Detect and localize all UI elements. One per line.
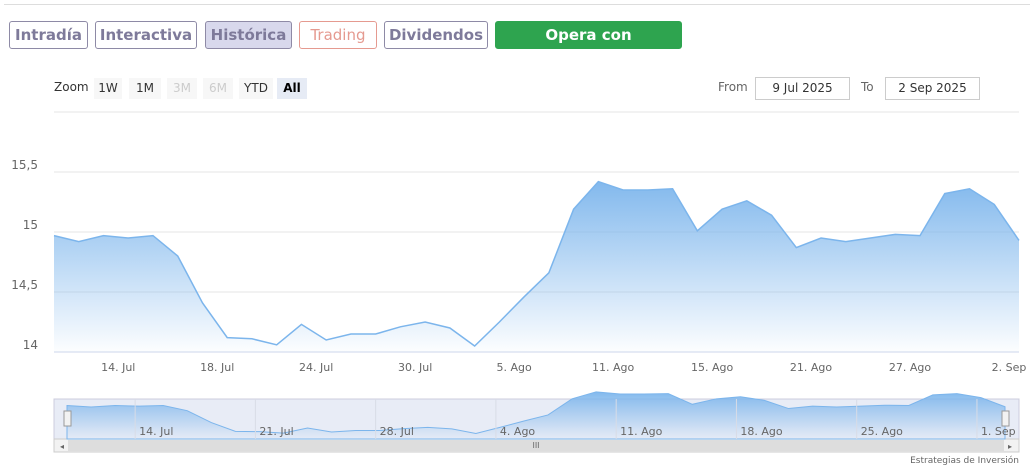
scroll-right[interactable]: ▸	[1008, 442, 1012, 451]
from-input[interactable]: 9 Jul 2025	[755, 77, 850, 100]
from-label: From	[718, 80, 748, 94]
top-rule	[4, 4, 1030, 5]
scroll-left[interactable]: ◂	[60, 442, 64, 451]
y-tick-label: 15	[23, 218, 38, 232]
tab[interactable]: Trading	[299, 21, 377, 49]
navigator-label: 25. Ago	[861, 425, 903, 438]
navigator-label: 21. Jul	[259, 425, 293, 438]
tab[interactable]: Dividendos	[384, 21, 488, 49]
zoom-button: 6M	[203, 78, 233, 99]
x-tick-label: 21. Ago	[790, 361, 832, 374]
navigator-label: 1. Sep	[981, 425, 1016, 438]
zoom-label: Zoom	[54, 80, 89, 94]
x-tick-label: 15. Ago	[691, 361, 733, 374]
scrollbar-grip: III	[532, 441, 539, 450]
navigator-label: 18. Ago	[740, 425, 782, 438]
zoom-button[interactable]: 1W	[94, 78, 122, 99]
tab-active[interactable]: Histórica	[205, 21, 292, 49]
zoom-button[interactable]: 1M	[129, 78, 161, 99]
x-tick-label: 30. Jul	[398, 361, 432, 374]
area-fill	[54, 181, 1019, 352]
x-tick-label: 2. Sep	[992, 361, 1027, 374]
cta-button[interactable]: Opera con Freedom24	[495, 21, 682, 70]
x-tick-label: 27. Ago	[889, 361, 931, 374]
to-label: To	[861, 80, 874, 94]
navigator-handle[interactable]	[1001, 410, 1010, 427]
navigator-label: 11. Ago	[620, 425, 662, 438]
navigator-label: 4. Ago	[500, 425, 535, 438]
tab[interactable]: Intradía	[9, 21, 88, 49]
zoom-button-active[interactable]: All	[277, 78, 307, 99]
line	[53, 180, 1020, 347]
x-tick-label: 18. Jul	[200, 361, 234, 374]
navigator-area	[66, 391, 1006, 440]
x-tick-label: 11. Ago	[592, 361, 634, 374]
footer: Estrategias de Inversión	[910, 455, 1019, 466]
x-tick-label: 14. Jul	[101, 361, 135, 374]
y-tick-label: 15,5	[11, 158, 38, 172]
x-tick-label: 24. Jul	[299, 361, 333, 374]
to-input[interactable]: 2 Sep 2025	[885, 77, 980, 100]
scrollbar-thumb[interactable]	[68, 440, 1004, 451]
navigator-label: 28. Jul	[380, 425, 414, 438]
x-tick-label: 5. Ago	[497, 361, 532, 374]
navigator-handle[interactable]	[63, 410, 72, 427]
navigator-label: 14. Jul	[139, 425, 173, 438]
zoom-button: 3M	[167, 78, 197, 99]
zoom-button[interactable]: YTD	[239, 78, 273, 99]
y-tick-label: 14,5	[11, 278, 38, 292]
y-tick-label: 14	[23, 338, 38, 352]
tab[interactable]: Interactiva	[95, 21, 197, 49]
